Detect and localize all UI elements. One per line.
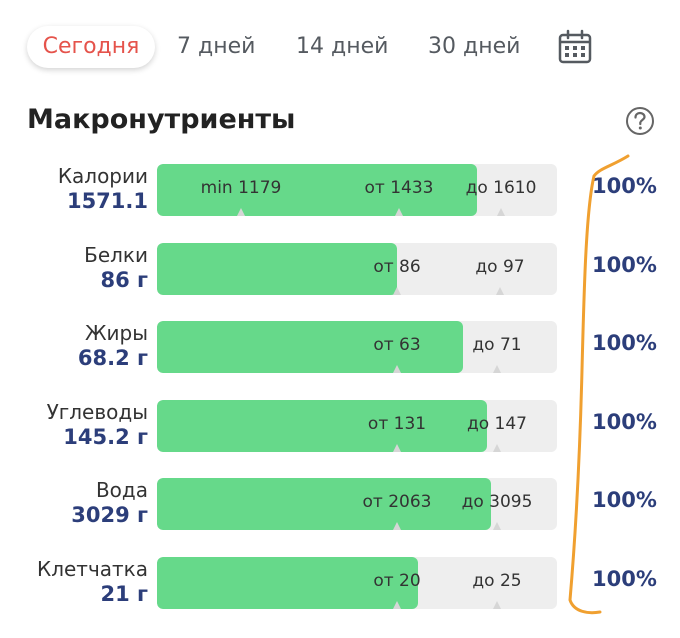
nutrient-value: 21 г [100, 582, 148, 606]
nutrient-name: Клетчатка [37, 557, 148, 581]
help-icon[interactable] [625, 106, 655, 136]
nutrient-value: 68.2 г [77, 346, 148, 370]
range-marker-tick [493, 601, 501, 609]
range-marker-tick [493, 522, 501, 530]
row-fiber: Клетчатка 21 г от 20 до 25 100% [0, 557, 680, 617]
range-marker-tick [393, 601, 401, 609]
nutrient-value: 145.2 г [63, 425, 148, 449]
row-label: Углеводы 145.2 г [47, 400, 148, 450]
period-tabs: Сегодня 7 дней 14 дней 30 дней [0, 0, 680, 96]
range-marker-label: до 3095 [461, 492, 533, 512]
row-label: Вода 3029 г [71, 478, 148, 528]
progress-fill [157, 557, 418, 609]
tab-today[interactable]: Сегодня [27, 26, 155, 68]
row-label: Калории 1571.1 [58, 164, 148, 214]
progress-bar: от 20 до 25 [157, 557, 557, 609]
range-marker-label: до 25 [472, 571, 522, 591]
nutrient-name: Жиры [84, 321, 148, 345]
tab-14-days[interactable]: 14 дней [296, 34, 389, 59]
row-carbs: Углеводы 145.2 г от 131 до 147 100% [0, 400, 680, 460]
progress-bar: min 1179 от 1433 до 1610 [157, 164, 557, 216]
nutrient-name: Углеводы [46, 400, 148, 424]
nutrient-name: Белки [84, 243, 148, 267]
range-marker-tick [493, 365, 501, 373]
range-marker-tick [497, 208, 505, 216]
nutrient-value: 86 г [100, 268, 148, 292]
range-marker-label: до 71 [472, 335, 522, 355]
range-marker-label: от 2063 [362, 492, 432, 512]
percent-label: 100% [592, 410, 657, 434]
calendar-icon[interactable] [557, 29, 593, 65]
progress-bar: от 63 до 71 [157, 321, 557, 373]
tab-7-days[interactable]: 7 дней [177, 34, 256, 59]
row-calories: Калории 1571.1 min 1179 от 1433 до 1610 10… [0, 164, 680, 224]
row-protein: Белки 86 г от 86 до 97 100% [0, 243, 680, 303]
progress-fill [157, 400, 487, 452]
range-marker-tick [393, 444, 401, 452]
percent-label: 100% [592, 253, 657, 277]
progress-fill [157, 164, 477, 216]
range-marker-label: от 63 [373, 335, 421, 355]
section-title: Макронутриенты [27, 104, 296, 135]
progress-fill [157, 321, 463, 373]
nutrient-value: 1571.1 [66, 189, 148, 213]
range-marker-tick [237, 208, 245, 216]
row-label: Клетчатка 21 г [37, 557, 148, 607]
progress-bar: от 2063 до 3095 [157, 478, 557, 530]
range-marker-label: до 1610 [465, 178, 537, 198]
nutrient-value: 3029 г [71, 503, 148, 527]
range-marker-label: от 1433 [364, 178, 434, 198]
range-marker-label: от 131 [367, 414, 427, 434]
range-marker-tick [496, 287, 504, 295]
range-marker-tick [395, 208, 403, 216]
range-marker-tick [393, 522, 401, 530]
percent-label: 100% [592, 567, 657, 591]
progress-fill [157, 243, 397, 295]
range-marker-label: min 1179 [200, 178, 282, 198]
progress-bar: от 86 до 97 [157, 243, 557, 295]
range-marker-tick [393, 287, 401, 295]
progress-fill [157, 478, 491, 530]
row-fat: Жиры 68.2 г от 63 до 71 100% [0, 321, 680, 381]
range-marker-tick [493, 444, 501, 452]
progress-bar: от 131 до 147 [157, 400, 557, 452]
percent-label: 100% [592, 488, 657, 512]
percent-label: 100% [592, 174, 657, 198]
range-marker-label: от 20 [373, 571, 421, 591]
percent-label: 100% [592, 331, 657, 355]
range-marker-label: до 97 [475, 257, 525, 277]
range-marker-label: от 86 [373, 257, 421, 277]
row-water: Вода 3029 г от 2063 до 3095 100% [0, 478, 680, 538]
row-label: Белки 86 г [84, 243, 148, 293]
range-marker-tick [393, 365, 401, 373]
nutrient-name: Вода [95, 478, 148, 502]
tab-30-days[interactable]: 30 дней [428, 34, 521, 59]
nutrient-name: Калории [57, 164, 148, 188]
row-label: Жиры 68.2 г [78, 321, 148, 371]
range-marker-label: до 147 [466, 414, 528, 434]
